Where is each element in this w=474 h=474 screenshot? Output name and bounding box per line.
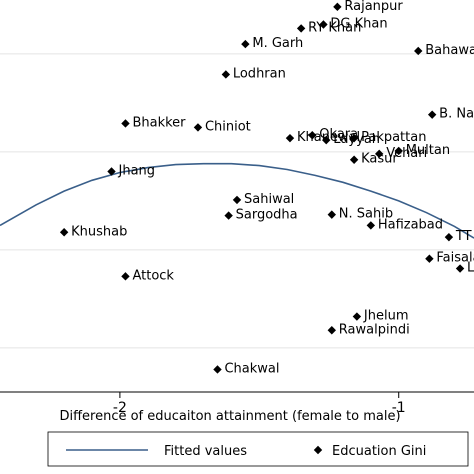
x-ticks: -2 -1 bbox=[113, 392, 406, 416]
data-point bbox=[327, 210, 336, 219]
data-point bbox=[425, 254, 434, 263]
point-label: Hafizabad bbox=[378, 217, 443, 232]
point-label: TT Singh bbox=[455, 229, 474, 244]
data-point bbox=[121, 119, 130, 128]
x-tick-label: -1 bbox=[392, 400, 406, 416]
data-point bbox=[455, 264, 465, 273]
data-point bbox=[349, 155, 359, 164]
point-label: Jhang bbox=[118, 164, 156, 179]
data-point bbox=[107, 167, 116, 176]
point-label: Bhakker bbox=[132, 115, 186, 130]
data-point bbox=[319, 20, 328, 29]
point-label: Attock bbox=[132, 268, 174, 283]
data-point bbox=[213, 365, 222, 374]
point-label: Pakpattan bbox=[361, 130, 426, 145]
data-point bbox=[285, 133, 295, 143]
legend: Fitted values Edcuation Gini bbox=[47, 431, 469, 467]
x-axis-title: Difference of educaiton attainment (fema… bbox=[59, 409, 400, 424]
data-point bbox=[193, 123, 203, 132]
data-point bbox=[414, 46, 423, 56]
point-label: Chakwal bbox=[224, 361, 279, 376]
data-point bbox=[121, 272, 130, 281]
data-point bbox=[232, 195, 242, 205]
point-label: Lahore bbox=[467, 261, 474, 276]
fitted-values-line bbox=[0, 162, 474, 239]
point-label: Khushab bbox=[71, 224, 127, 239]
data-point bbox=[444, 232, 454, 242]
data-point bbox=[375, 149, 384, 159]
point-label: Bahawalnagar bbox=[425, 43, 474, 58]
point-label: M. Garh bbox=[252, 36, 303, 51]
data-point bbox=[221, 70, 231, 79]
point-label: Kasur bbox=[361, 152, 398, 167]
legend-diamond-key bbox=[313, 445, 323, 455]
point-label: Lodhran bbox=[233, 66, 286, 81]
point-label: Layyah bbox=[333, 132, 380, 147]
legend-fitted-label: Fitted values bbox=[164, 444, 247, 459]
point-label: Okara bbox=[319, 127, 358, 142]
legend-box bbox=[47, 431, 469, 467]
data-point bbox=[241, 39, 250, 49]
data-point bbox=[394, 146, 403, 156]
legend-scatter-label: Edcuation Gini bbox=[332, 444, 426, 459]
point-label: Chiniot bbox=[205, 119, 251, 134]
grid-lines bbox=[0, 53, 474, 349]
x-tick-label: -2 bbox=[113, 400, 127, 416]
data-point bbox=[352, 312, 362, 321]
data-point bbox=[322, 135, 331, 145]
data-point bbox=[427, 110, 437, 119]
data-point bbox=[224, 211, 233, 220]
point-label: Sahiwal bbox=[244, 192, 294, 207]
data-point bbox=[366, 221, 376, 230]
data-point bbox=[296, 24, 306, 33]
point-label: Jhelum bbox=[363, 309, 409, 324]
point-label: B. Nagar bbox=[439, 107, 474, 122]
data-point bbox=[59, 228, 69, 237]
point-label: Vehari bbox=[386, 146, 427, 161]
data-point bbox=[327, 326, 336, 335]
point-label: N. Sahib bbox=[339, 207, 393, 222]
point-label: Rajanpur bbox=[344, 0, 403, 14]
point-label: Sargodha bbox=[236, 208, 298, 223]
point-label: Khanewal bbox=[297, 130, 360, 145]
point-label: Rawalpindi bbox=[339, 322, 410, 337]
point-label: DG Khan bbox=[330, 17, 387, 32]
point-label: RY Khan bbox=[308, 20, 361, 35]
data-point bbox=[308, 131, 317, 140]
data-point bbox=[349, 133, 359, 143]
point-label: Multan bbox=[406, 143, 450, 158]
data-point bbox=[333, 2, 342, 12]
point-label: Faisalabad bbox=[436, 251, 474, 266]
